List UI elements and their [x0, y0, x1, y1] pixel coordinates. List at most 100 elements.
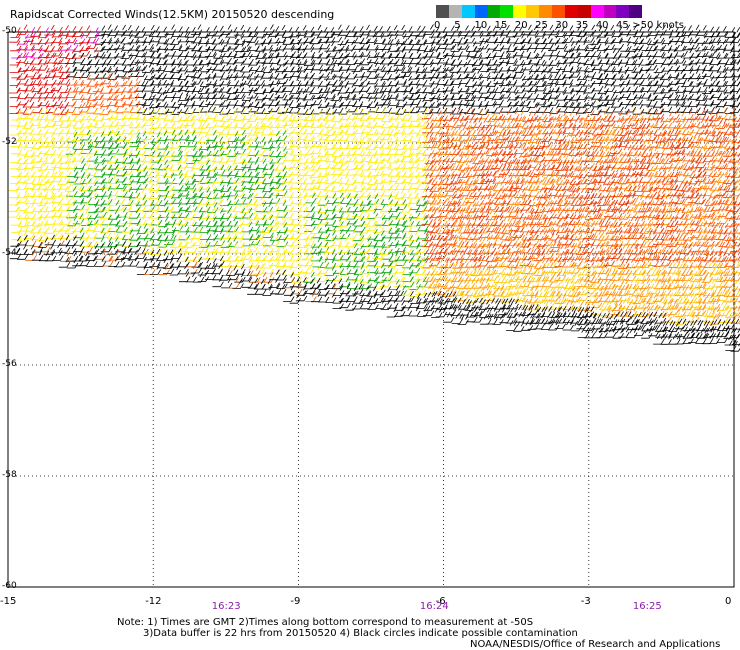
wind-barb [562, 139, 575, 150]
wind-barb [640, 54, 653, 66]
wind-barb [396, 89, 408, 101]
wind-barb [206, 166, 219, 178]
wind-barb [480, 193, 492, 205]
wind-barb [401, 130, 414, 142]
wind-barb [375, 298, 387, 309]
wind-barb [59, 153, 72, 164]
wind-barb [360, 165, 372, 177]
wind-barb [205, 160, 217, 171]
wind-barb [268, 241, 281, 253]
wind-barb [325, 230, 337, 241]
wind-barb [451, 32, 463, 43]
wind-barb [682, 159, 695, 170]
wind-barb [732, 214, 740, 226]
wind-barb [515, 143, 527, 154]
wind-barb [95, 61, 107, 73]
wind-barb [150, 158, 163, 170]
wind-barb [534, 171, 546, 183]
wind-barb [436, 264, 449, 275]
wind-barb [270, 283, 282, 295]
wind-barb [548, 171, 560, 183]
wind-barb [646, 292, 658, 304]
wind-barb [645, 311, 658, 323]
wind-barb [661, 243, 673, 254]
wind-barb [150, 229, 163, 240]
wind-barb [198, 193, 210, 205]
wind-barb [199, 139, 211, 150]
wind-barb [183, 110, 196, 122]
wind-barb [149, 97, 161, 108]
wind-barb [331, 243, 343, 254]
wind-barb [492, 180, 505, 192]
wind-barb [99, 104, 111, 115]
wind-barb [247, 116, 259, 128]
wind-barb [53, 137, 65, 148]
longitude-label: -15 [0, 596, 17, 607]
wind-barb [289, 292, 301, 304]
wind-barb [675, 26, 687, 37]
wind-barb [388, 33, 400, 45]
colorbar-swatch [448, 5, 462, 18]
wind-barb [422, 165, 435, 176]
wind-barb [569, 47, 581, 59]
wind-barb [73, 241, 85, 253]
wind-barb [206, 82, 218, 94]
wind-barb [646, 145, 659, 157]
wind-barb [226, 59, 238, 71]
wind-barb [192, 243, 205, 254]
wind-barb [184, 166, 196, 178]
wind-barb [430, 181, 442, 192]
wind-barb [646, 75, 658, 87]
wind-barb [423, 179, 436, 190]
wind-barb [492, 206, 504, 218]
wind-barb [701, 115, 714, 127]
wind-barb [710, 54, 722, 65]
wind-barb [324, 40, 336, 52]
wind-barb [514, 216, 527, 227]
wind-barb [400, 66, 413, 77]
wind-barb [471, 277, 484, 289]
wind-barb [80, 173, 92, 184]
wind-barb [248, 166, 260, 178]
wind-barb [557, 227, 569, 239]
wind-barb [484, 264, 497, 276]
wind-barb [67, 131, 79, 143]
wind-barb [248, 255, 260, 267]
wind-barb [367, 228, 379, 240]
colorbar-swatch [616, 5, 630, 18]
wind-barb [39, 53, 51, 65]
wind-barb [323, 180, 335, 192]
wind-barb [674, 129, 686, 141]
wind-barb [352, 144, 364, 156]
wind-barb [708, 75, 721, 87]
wind-barb [409, 236, 421, 248]
wind-barb [576, 89, 588, 100]
wind-barb [352, 206, 364, 217]
wind-barb [668, 39, 680, 51]
wind-barb [289, 53, 301, 65]
wind-barb [457, 194, 469, 206]
wind-barb [653, 108, 665, 120]
wind-barb [235, 250, 247, 262]
wind-barb [240, 41, 252, 52]
wind-barb [407, 187, 419, 199]
wind-barb [241, 109, 253, 120]
wind-barb [568, 180, 580, 192]
wind-barb [710, 264, 722, 275]
wind-barb [289, 110, 302, 121]
wind-barb [682, 54, 694, 66]
wind-barb [409, 279, 421, 290]
wind-barb [682, 202, 694, 213]
wind-barb [464, 90, 477, 101]
wind-barb [555, 293, 567, 304]
wind-barb [457, 262, 469, 274]
wind-barb [381, 89, 393, 101]
wind-barb [627, 319, 639, 331]
wind-barb [270, 40, 282, 52]
wind-barb [178, 185, 190, 197]
wind-barb [466, 285, 478, 296]
wind-barb [632, 222, 645, 234]
wind-barb [149, 53, 162, 64]
wind-barb [353, 201, 365, 212]
